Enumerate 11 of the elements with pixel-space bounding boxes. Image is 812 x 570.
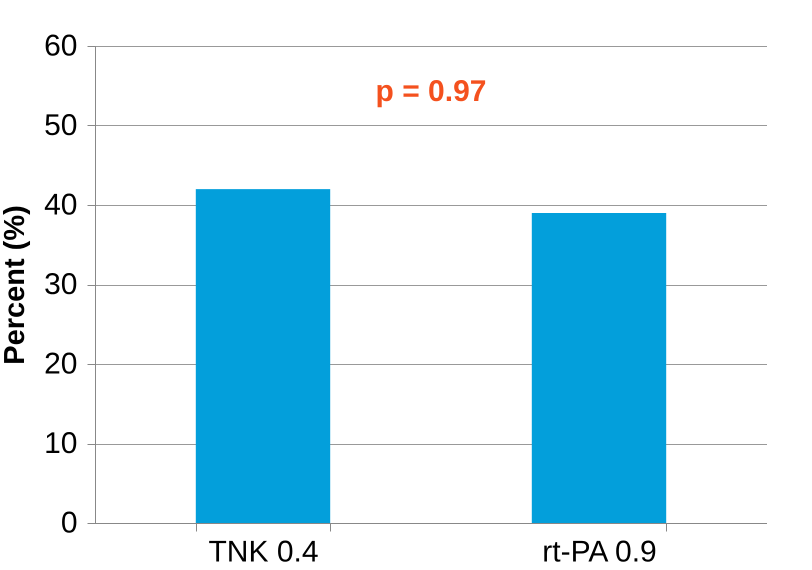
x-tick-label: rt-PA 0.9 — [542, 536, 657, 568]
y-tick-label: 20 — [44, 348, 78, 380]
y-tick-label: 10 — [44, 427, 78, 460]
y-tick-label: 50 — [44, 109, 78, 142]
y-tick-label: 60 — [44, 30, 78, 62]
y-tick-label: 0 — [60, 506, 78, 540]
annotation: p = 0.97 — [376, 75, 486, 108]
y-tick-label: 40 — [44, 188, 78, 222]
y-tick-label: 30 — [44, 268, 78, 301]
y-axis-title: Percent (%) — [0, 205, 32, 365]
x-tick-label: TNK 0.4 — [208, 536, 319, 568]
